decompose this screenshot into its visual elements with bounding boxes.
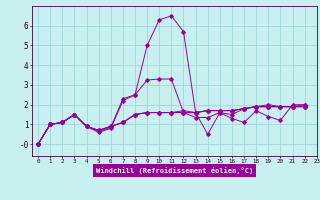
X-axis label: Windchill (Refroidissement éolien,°C): Windchill (Refroidissement éolien,°C) — [96, 167, 253, 174]
